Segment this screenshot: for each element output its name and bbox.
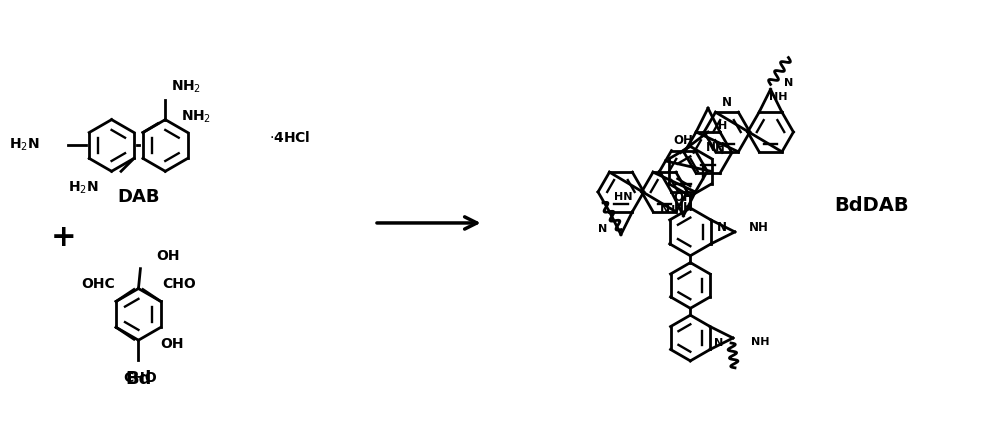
Text: OH: OH	[160, 337, 183, 351]
Text: DAB: DAB	[117, 188, 160, 206]
Text: $\cdot$4HCl: $\cdot$4HCl	[269, 130, 310, 145]
Text: H$_2$N: H$_2$N	[9, 136, 40, 153]
Text: OH: OH	[674, 135, 694, 148]
Text: H$_2$N: H$_2$N	[68, 180, 99, 197]
Text: NH$_2$: NH$_2$	[181, 108, 211, 125]
Text: Bd: Bd	[125, 370, 152, 388]
Text: NH$_2$: NH$_2$	[171, 79, 201, 95]
Text: N: N	[714, 338, 723, 348]
Text: H: H	[718, 121, 727, 131]
Text: N: N	[598, 223, 607, 234]
Text: N: N	[784, 78, 794, 88]
Text: NH: NH	[769, 92, 788, 102]
Text: CHO: CHO	[162, 277, 196, 291]
Text: OH: OH	[674, 191, 694, 204]
Text: N: N	[722, 96, 732, 109]
Text: NH: NH	[706, 142, 726, 155]
Text: CHO: CHO	[124, 371, 157, 385]
Text: OHC: OHC	[81, 277, 115, 291]
Text: NH: NH	[673, 201, 693, 214]
Text: N: N	[660, 204, 670, 216]
Text: OH: OH	[156, 249, 180, 263]
Text: HN: HN	[614, 192, 633, 202]
Text: NH: NH	[751, 337, 769, 347]
Text: +: +	[51, 223, 77, 252]
Text: H: H	[666, 205, 675, 215]
Text: BdDAB: BdDAB	[835, 196, 909, 215]
Text: NH: NH	[749, 221, 769, 234]
Text: N: N	[717, 221, 727, 234]
